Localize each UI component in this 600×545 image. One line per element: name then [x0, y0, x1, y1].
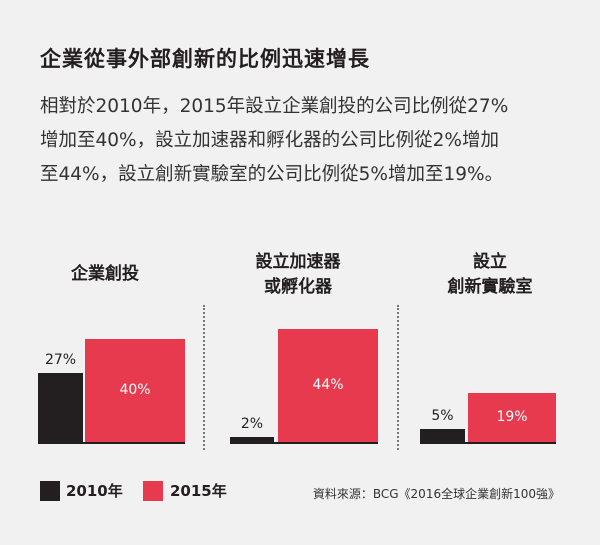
- value-label-2015-panel-1: 40%: [119, 381, 151, 398]
- description-line-3: 至44%，設立創新實驗室的公司比例從5%增加至19%。: [40, 164, 504, 185]
- panel-title-line: 設立加速器: [255, 252, 341, 272]
- description-line-2: 增加至40%，設立加速器和孵化器的公司比例從2%增加: [40, 130, 499, 151]
- panel-title-line: 創新實驗室: [447, 277, 533, 297]
- value-label-2015-panel-2: 44%: [312, 377, 344, 393]
- panel-divider: [203, 305, 205, 450]
- panel-title-2: 設立加速器 或孵化器: [228, 250, 368, 300]
- value-label-2010-panel-2: 2%: [240, 416, 264, 432]
- panel-title-1: 企業創投: [35, 262, 175, 287]
- bar-2010-panel-1: [38, 373, 83, 442]
- value-label-2015-panel-3: 19%: [496, 409, 528, 425]
- panel-title-line: 企業創投: [71, 264, 139, 284]
- value-label-2010-panel-3: 5%: [431, 408, 454, 424]
- panel-baseline: [230, 442, 378, 444]
- bar-2010-panel-3: [420, 429, 465, 442]
- bar-2015-panel-3: [468, 393, 556, 442]
- value-label-2010-panel-1: 27%: [44, 352, 77, 368]
- legend-label-2015: 2015年: [170, 482, 227, 500]
- panel-divider: [397, 305, 399, 450]
- panel-title-line: 設立: [473, 252, 507, 272]
- description-line-1: 相對於2010年，2015年設立企業創投的公司比例從27%: [40, 96, 509, 117]
- source-note: 資料來源：BCG《2016全球企業創新100強》: [312, 487, 560, 501]
- bar-2015-panel-2: [278, 329, 378, 442]
- panel-title-3: 設立 創新實驗室: [420, 250, 560, 300]
- legend-swatch-2010: [40, 481, 60, 501]
- bar-2010-panel-2: [230, 437, 274, 442]
- description-paragraph: 相對於2010年，2015年設立企業創投的公司比例從27% 增加至40%，設立加…: [40, 90, 580, 192]
- panel-title-line: 或孵化器: [264, 277, 332, 297]
- chart-title: 企業從事外部創新的比例迅速增長: [40, 47, 370, 71]
- panel-baseline: [38, 442, 185, 444]
- legend-swatch-2015: [143, 481, 163, 501]
- legend-label-2010: 2010年: [66, 482, 123, 500]
- bar-2015-panel-1: [85, 339, 185, 442]
- panel-baseline: [420, 442, 556, 444]
